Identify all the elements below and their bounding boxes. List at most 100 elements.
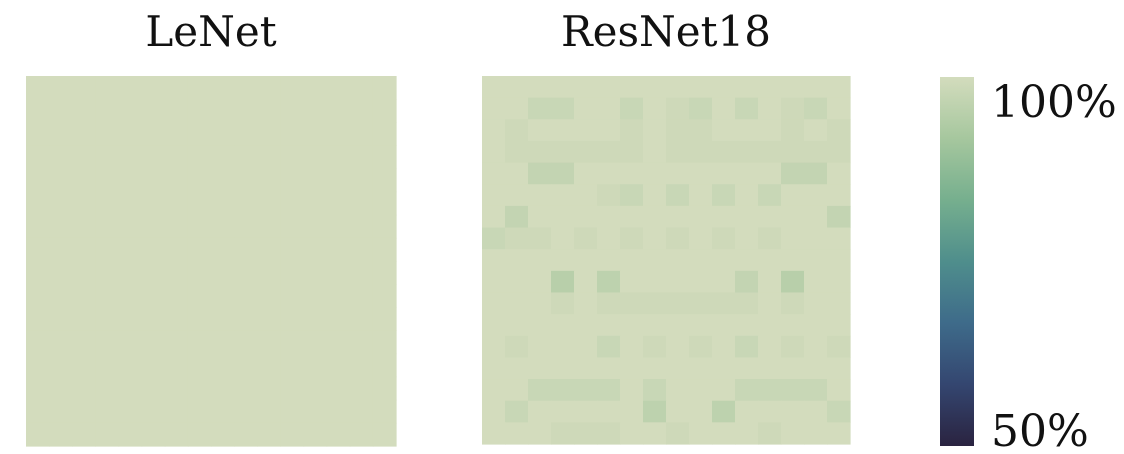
heatmap-cell [482, 292, 506, 315]
heatmap-cell [349, 376, 374, 401]
heatmap-cell [482, 400, 506, 423]
heatmap-cell [666, 422, 690, 445]
heatmap-cell [689, 76, 713, 99]
heatmap-cell [234, 376, 258, 401]
heatmap-cell [26, 307, 50, 331]
heatmap-cell [72, 261, 96, 285]
heatmap-cell [257, 422, 281, 447]
heatmap-cell [482, 205, 506, 229]
heatmap-cell [827, 400, 851, 423]
heatmap-cell [72, 399, 96, 424]
heatmap-cell [505, 379, 529, 402]
heatmap-cell [234, 330, 258, 355]
heatmap-cell [141, 237, 166, 262]
heatmap-cell [303, 237, 328, 262]
heatmap-cell [372, 422, 397, 447]
heatmap-cell [804, 227, 828, 250]
heatmap-cell [827, 422, 851, 445]
heatmap-cell [187, 422, 212, 447]
heatmap-cell [26, 168, 50, 193]
heatmap-cell [280, 99, 305, 123]
heatmap-cell [257, 399, 281, 424]
heatmap-cell [735, 292, 759, 315]
heatmap-cell [72, 330, 96, 355]
heatmap-cell [211, 261, 235, 285]
heatmap-cell [257, 261, 281, 285]
heatmap-cell [349, 422, 374, 447]
heatmap-cell [804, 162, 828, 185]
lenet-heatmap [26, 76, 397, 447]
heatmap-cell [95, 99, 120, 123]
heatmap-cell [712, 422, 736, 445]
heatmap-cell [620, 184, 644, 207]
heatmap-cell [372, 353, 397, 378]
heatmap-cell [781, 97, 805, 120]
heatmap-cell [211, 330, 235, 355]
heatmap-cell [689, 292, 713, 315]
heatmap-cell [49, 307, 73, 331]
heatmap-cell [620, 270, 644, 294]
heatmap-cell [95, 261, 120, 285]
heatmap-cell [211, 307, 235, 331]
heatmap-cell [211, 237, 235, 262]
heatmap-cell [482, 119, 506, 142]
heatmap-cell [49, 99, 73, 123]
heatmap-cell [551, 140, 575, 164]
heatmap-cell [95, 353, 120, 378]
heatmap-cell [505, 162, 529, 185]
heatmap-cell [372, 330, 397, 355]
heatmap-cell [712, 76, 736, 99]
heatmap-cell [781, 205, 805, 229]
heatmap-cell [528, 335, 552, 359]
heatmap-cell [349, 145, 374, 170]
heatmap-cell [735, 162, 759, 185]
heatmap-cell [187, 237, 212, 262]
heatmap-cell [551, 227, 575, 250]
heatmap-cell [528, 97, 552, 120]
heatmap-cell [528, 249, 552, 272]
heatmap-cell [118, 214, 143, 239]
heatmap-cell [689, 119, 713, 142]
heatmap-cell [211, 168, 235, 193]
heatmap-cell [804, 184, 828, 207]
heatmap-cell [280, 237, 305, 262]
heatmap-cell [187, 261, 212, 285]
heatmap-cell [620, 140, 644, 164]
heatmap-cell [574, 422, 598, 445]
heatmap-cell [528, 314, 552, 337]
heatmap-cell [758, 162, 782, 185]
heatmap-cell [827, 292, 851, 315]
heatmap-cell [326, 145, 351, 170]
heatmap-cell [689, 249, 713, 272]
heatmap-cell [349, 214, 374, 239]
heatmap-cell [689, 422, 713, 445]
heatmap-cell [26, 99, 50, 123]
heatmap-cell [781, 270, 805, 294]
heatmap-cell [574, 97, 598, 120]
heatmap-cell [620, 162, 644, 185]
heatmap-cell [712, 292, 736, 315]
heatmap-cell [666, 249, 690, 272]
heatmap-cell [643, 162, 667, 185]
heatmap-cell [781, 335, 805, 359]
heatmap-cell [735, 314, 759, 337]
resnet18-title: ResNet18 [561, 7, 771, 56]
heatmap-cell [551, 314, 575, 337]
heatmap-cell [643, 227, 667, 250]
heatmap-cell [735, 119, 759, 142]
heatmap-cell [804, 400, 828, 423]
heatmap-cell [234, 237, 258, 262]
heatmap-cell [349, 284, 374, 308]
heatmap-cell [95, 168, 120, 193]
heatmap-cell [689, 335, 713, 359]
heatmap-cell [597, 379, 621, 402]
heatmap-cell [280, 422, 305, 447]
heatmap-cell [164, 191, 189, 216]
heatmap-cell [164, 376, 189, 401]
heatmap-cell [804, 270, 828, 294]
heatmap-cell [118, 307, 143, 331]
heatmap-cell [257, 168, 281, 193]
heatmap-cell [49, 376, 73, 401]
heatmap-cell [326, 330, 351, 355]
heatmap-cell [528, 184, 552, 207]
